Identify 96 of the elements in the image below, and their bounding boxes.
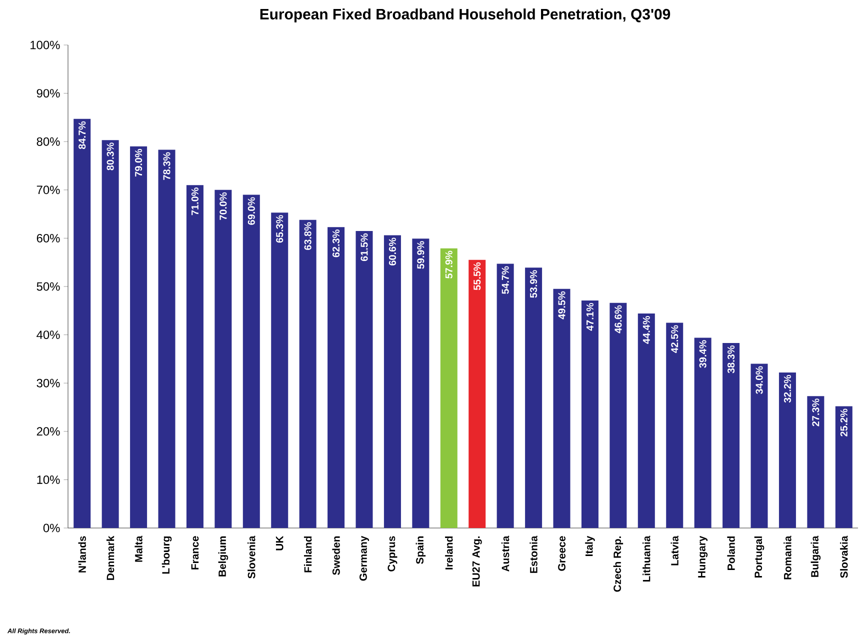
- x-tick-label: Czech Rep.: [613, 536, 624, 592]
- chart-title: European Fixed Broadband Household Penetration, Q3'09: [260, 8, 670, 22]
- bar: [722, 343, 740, 528]
- bar: [214, 190, 232, 528]
- bar: [328, 227, 345, 528]
- data-label: 46.6%: [614, 305, 622, 334]
- x-tick-label: L'bourg: [162, 536, 172, 574]
- bar: [412, 238, 430, 528]
- x-tick-label: Bulgaria: [810, 536, 821, 577]
- x-tick-label: Hungary: [698, 536, 708, 578]
- bar: [299, 220, 316, 528]
- bar: [666, 322, 684, 528]
- bar: [468, 260, 486, 528]
- bar: [242, 194, 260, 528]
- y-tick-label: 40%: [36, 330, 60, 340]
- y-tick-label: 0%: [43, 524, 60, 532]
- data-label: 63.8%: [304, 222, 312, 250]
- y-tick-label: 30%: [36, 378, 60, 388]
- bar: [638, 314, 655, 528]
- data-label: 62.3%: [332, 230, 340, 258]
- x-tick-label: Sweden: [332, 536, 340, 576]
- x-tick-label: Estonia: [530, 536, 538, 573]
- bar: [102, 140, 119, 528]
- x-tick-label: Cyprus: [388, 536, 398, 572]
- bar: [553, 288, 570, 528]
- data-label: 27.3%: [812, 398, 820, 426]
- data-label: 39.4%: [699, 340, 706, 368]
- data-label: 53.9%: [530, 270, 538, 298]
- x-tick-label: Malta: [134, 536, 142, 562]
- bar: [158, 150, 176, 528]
- bar: [384, 235, 401, 528]
- data-label: 79.0%: [135, 148, 142, 176]
- bar: [271, 212, 288, 528]
- y-tick-label: 20%: [36, 427, 60, 436]
- data-label: 47.1%: [586, 302, 594, 331]
- x-tick-label: UK: [276, 536, 284, 550]
- x-tick-label: Slovenia: [248, 536, 256, 578]
- bar: [74, 118, 91, 528]
- x-tick-label: Portugal: [754, 536, 764, 578]
- x-tick-label: Italy: [585, 536, 595, 556]
- bar: [807, 396, 824, 528]
- x-tick-label: EU27 Avg.: [472, 536, 482, 586]
- x-tick-label: Latvia: [670, 536, 678, 566]
- data-label: 78.3%: [163, 152, 170, 180]
- data-label: 59.9%: [417, 241, 424, 269]
- x-tick-label: Ireland: [445, 536, 453, 570]
- data-label: 65.3%: [276, 215, 284, 243]
- x-tick-label: Greece: [558, 536, 566, 571]
- bar: [356, 230, 373, 528]
- bar: [186, 185, 204, 528]
- y-tick-label: 100%: [30, 40, 60, 50]
- data-label: 38.3%: [728, 345, 735, 374]
- data-label: 25.2%: [840, 408, 848, 436]
- x-tick-label: Belgium: [218, 536, 228, 576]
- bar: [778, 372, 796, 528]
- bar: [440, 248, 458, 528]
- y-tick-label: 80%: [36, 137, 60, 146]
- data-label: 80.3%: [106, 142, 114, 170]
- bar: [835, 406, 852, 528]
- bar: [496, 264, 514, 528]
- x-tick-label: Denmark: [106, 536, 114, 580]
- data-label: 57.9%: [445, 250, 452, 278]
- x-tick-label: Poland: [727, 536, 735, 570]
- data-label: 70.0%: [220, 192, 227, 220]
- y-tick-label: 60%: [36, 234, 60, 242]
- x-tick-label: Spain: [416, 536, 426, 564]
- x-tick-label: Germany: [360, 536, 369, 581]
- data-label: 55.5%: [474, 262, 481, 290]
- x-tick-label: Slovakia: [840, 536, 848, 578]
- data-label: 61.5%: [360, 233, 368, 262]
- bar: [130, 146, 148, 528]
- data-label: 42.5%: [671, 325, 678, 354]
- y-tick-label: 10%: [37, 475, 60, 484]
- x-tick-label: France: [191, 536, 199, 570]
- x-tick-label: Austria: [501, 536, 510, 572]
- data-label: 49.5%: [558, 291, 566, 320]
- data-label: 44.4%: [642, 316, 650, 344]
- x-tick-label: Romania: [784, 536, 792, 580]
- y-tick-label: 70%: [36, 186, 60, 194]
- bar: [525, 268, 542, 528]
- data-label: 60.6%: [388, 238, 396, 266]
- x-tick-label: N'lands: [78, 536, 86, 572]
- bar: [750, 364, 768, 528]
- x-tick-label: Finland: [304, 536, 312, 572]
- data-label: 54.7%: [502, 266, 509, 294]
- data-label: 32.2%: [784, 374, 792, 403]
- data-label: 34.0%: [756, 366, 763, 394]
- data-label: 71.0%: [191, 188, 198, 216]
- y-tick-label: 50%: [36, 282, 60, 291]
- bar: [694, 338, 712, 528]
- data-label: 69.0%: [248, 197, 255, 225]
- bar: [610, 302, 627, 528]
- bar: [581, 300, 598, 528]
- x-tick-label: Lithuania: [642, 536, 650, 582]
- y-tick-label: 90%: [36, 89, 60, 98]
- data-label: 84.7%: [78, 121, 86, 150]
